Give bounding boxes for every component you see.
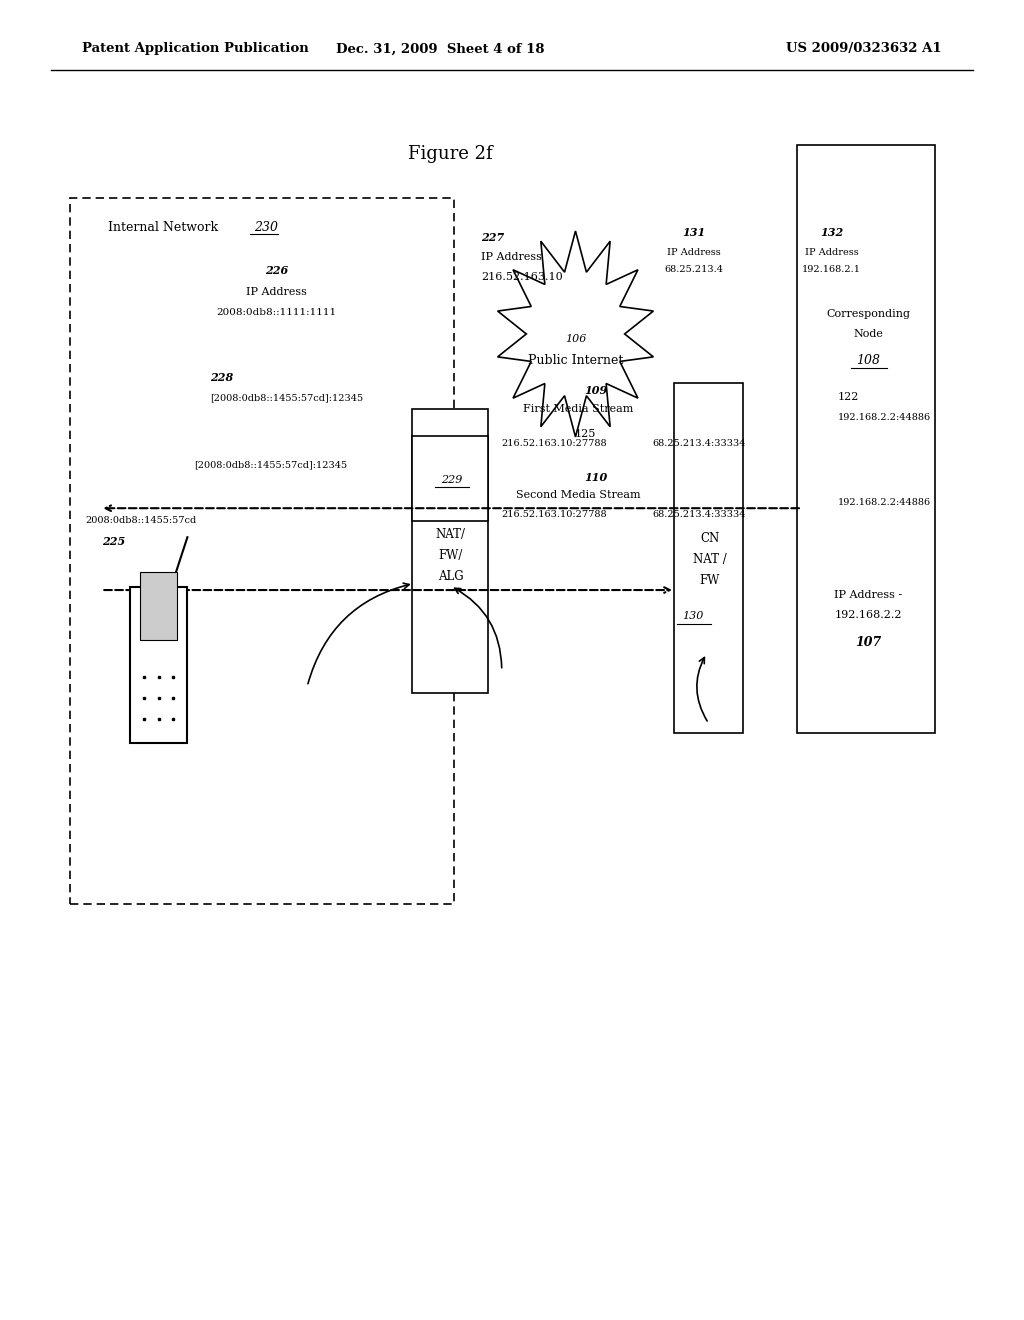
- Text: 107: 107: [855, 636, 882, 649]
- Text: 228: 228: [210, 372, 233, 383]
- Text: 106: 106: [565, 334, 586, 345]
- Text: Figure 2f: Figure 2f: [409, 145, 493, 164]
- Text: Public Internet: Public Internet: [527, 354, 624, 367]
- Text: 68.25.213.4:33334: 68.25.213.4:33334: [652, 440, 745, 447]
- Text: IP Address: IP Address: [481, 252, 542, 263]
- Text: 131: 131: [683, 227, 706, 238]
- Text: 225: 225: [102, 536, 126, 546]
- Text: US 2009/0323632 A1: US 2009/0323632 A1: [786, 42, 942, 55]
- Text: IP Address: IP Address: [805, 248, 858, 256]
- Text: IP Address -: IP Address -: [835, 590, 902, 601]
- Bar: [412, 436, 488, 521]
- Text: 110: 110: [585, 473, 607, 483]
- Bar: [70, 198, 454, 904]
- Text: 192.168.2.2: 192.168.2.2: [835, 610, 902, 620]
- Bar: [130, 587, 187, 743]
- Bar: [140, 572, 177, 640]
- Text: 68.25.213.4:33334: 68.25.213.4:33334: [652, 511, 745, 519]
- Text: IP Address: IP Address: [246, 286, 307, 297]
- Text: 192.168.2.2:44886: 192.168.2.2:44886: [838, 499, 931, 507]
- Text: 130: 130: [683, 611, 703, 622]
- Text: 226: 226: [265, 265, 288, 276]
- Text: First Media Stream: First Media Stream: [523, 404, 634, 414]
- Text: Dec. 31, 2009  Sheet 4 of 18: Dec. 31, 2009 Sheet 4 of 18: [336, 42, 545, 55]
- Bar: [674, 383, 743, 733]
- Text: Corresponding: Corresponding: [826, 309, 910, 319]
- Text: 2008:0db8::1111:1111: 2008:0db8::1111:1111: [216, 309, 337, 317]
- Text: Second Media Stream: Second Media Stream: [516, 490, 641, 500]
- Text: 125: 125: [574, 429, 596, 440]
- Text: 2008:0db8::1455:57cd: 2008:0db8::1455:57cd: [85, 516, 197, 524]
- Text: 216.52.163.10:27788: 216.52.163.10:27788: [502, 440, 607, 447]
- Text: Node: Node: [853, 329, 884, 339]
- Text: CN
NAT /
FW: CN NAT / FW: [693, 532, 726, 587]
- Text: [2008:0db8::1455:57cd]:12345: [2008:0db8::1455:57cd]:12345: [210, 393, 364, 401]
- Text: 68.25.213.4: 68.25.213.4: [665, 265, 724, 273]
- Text: 132: 132: [820, 227, 843, 238]
- Text: 216.52.163.10:27788: 216.52.163.10:27788: [502, 511, 607, 519]
- Text: 192.168.2.1: 192.168.2.1: [802, 265, 861, 273]
- Text: 229: 229: [441, 475, 462, 486]
- Text: 230: 230: [254, 220, 278, 234]
- Bar: [797, 145, 935, 733]
- Text: 108: 108: [856, 354, 881, 367]
- Text: NAT/
FW/
ALG: NAT/ FW/ ALG: [435, 528, 466, 583]
- Text: Patent Application Publication: Patent Application Publication: [82, 42, 308, 55]
- Text: 109: 109: [585, 385, 607, 396]
- Bar: [412, 409, 488, 693]
- Text: 192.168.2.2:44886: 192.168.2.2:44886: [838, 413, 931, 421]
- Text: 216.52.163.10: 216.52.163.10: [481, 272, 563, 282]
- Text: 122: 122: [838, 392, 859, 403]
- Text: [2008:0db8::1455:57cd]:12345: [2008:0db8::1455:57cd]:12345: [195, 461, 348, 469]
- Text: 227: 227: [481, 232, 505, 243]
- Text: IP Address: IP Address: [668, 248, 721, 256]
- Text: Internal Network: Internal Network: [108, 220, 218, 234]
- Polygon shape: [498, 231, 653, 437]
